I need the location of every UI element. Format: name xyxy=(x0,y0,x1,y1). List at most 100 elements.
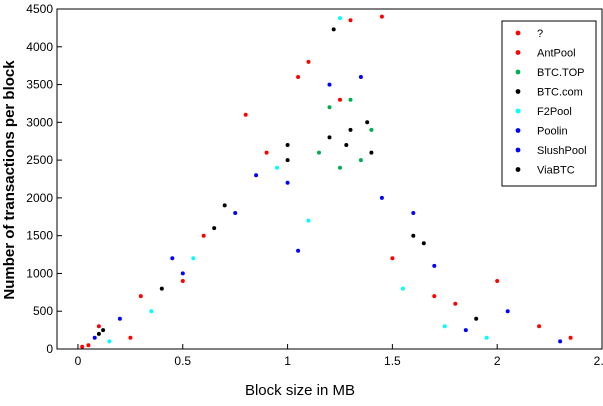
scatter-point xyxy=(149,309,154,314)
scatter-point xyxy=(117,316,122,321)
scatter-point xyxy=(331,27,336,32)
scatter-point xyxy=(432,294,437,299)
scatter-point xyxy=(201,233,206,238)
x-tick-label: 0 xyxy=(75,354,82,368)
scatter-point xyxy=(80,344,85,349)
scatter-point xyxy=(243,112,248,117)
scatter-point xyxy=(358,158,363,163)
scatter-point xyxy=(365,120,370,125)
plot-frame xyxy=(56,8,603,350)
scatter-point xyxy=(159,286,164,291)
y-tick-label: 0 xyxy=(46,342,53,356)
scatter-point xyxy=(421,241,426,246)
scatter-point xyxy=(101,328,106,333)
scatter-point xyxy=(411,211,416,215)
scatter-point xyxy=(432,263,437,268)
legend: ? AntPool BTC.TOP BTC.com F2Pool Poolin SlushP… xyxy=(501,20,597,187)
y-axis-title: Number of transactions per block xyxy=(1,60,18,300)
scatter-point xyxy=(379,14,384,19)
legend-marker xyxy=(515,128,521,133)
x-tick-label: 1 xyxy=(284,354,291,368)
scatter-point xyxy=(358,75,363,79)
legend-label: ViaBTC xyxy=(537,165,575,177)
y-tick-label: 3500 xyxy=(26,78,53,92)
scatter-point xyxy=(191,256,196,261)
y-tick-label: 1500 xyxy=(26,229,53,243)
scatter-point xyxy=(96,331,101,336)
scatter-point xyxy=(285,143,290,147)
scatter-point xyxy=(344,143,349,147)
legend-label: SlushPool xyxy=(537,145,587,157)
legend-marker xyxy=(515,50,521,55)
scatter-point xyxy=(306,59,311,64)
scatter-point xyxy=(212,226,217,231)
legend-marker xyxy=(515,69,521,75)
scatter-point xyxy=(390,256,395,261)
legend-marker xyxy=(515,30,521,36)
legend-marker xyxy=(515,108,521,114)
scatter-point xyxy=(254,173,259,178)
legend-marker xyxy=(515,167,521,172)
scatter-point xyxy=(285,158,290,163)
scatter-point xyxy=(264,150,269,155)
scatter-point xyxy=(285,180,290,185)
scatter-point xyxy=(442,324,447,329)
scatter-point xyxy=(568,335,573,340)
scatter-point xyxy=(505,309,510,314)
scatter-points xyxy=(80,14,573,349)
scatter-point xyxy=(180,271,185,276)
y-tick-label: 2500 xyxy=(26,153,53,167)
legend-label: ? xyxy=(537,28,543,40)
scatter-point xyxy=(296,75,301,79)
y-tick-label: 2000 xyxy=(26,191,53,205)
legend-label: BTC.TOP xyxy=(537,67,584,79)
scatter-point xyxy=(400,286,405,291)
y-tick-label: 3000 xyxy=(26,115,53,129)
x-tick-label: 2 xyxy=(494,354,501,368)
scatter-point xyxy=(306,218,311,223)
scatter-point xyxy=(558,339,563,344)
scatter-point xyxy=(411,233,416,238)
legend-label: AntPool xyxy=(537,48,576,60)
scatter-point xyxy=(348,18,353,23)
axis-ticks: 0 0.5 1 1.5 2 2.5 0 500 1000 1500 2000 2500 3000 3500… xyxy=(26,2,603,368)
scatter-point xyxy=(484,335,489,340)
scatter-point xyxy=(92,335,97,340)
scatter-point xyxy=(222,203,227,208)
y-tick-label: 500 xyxy=(33,304,53,318)
y-tick-label: 1000 xyxy=(26,266,53,280)
scatter-point xyxy=(170,256,175,261)
legend-marker xyxy=(515,147,521,153)
legend-label: BTC.com xyxy=(537,87,583,99)
scatter-point xyxy=(327,105,332,110)
scatter-point xyxy=(327,82,332,87)
scatter-point xyxy=(86,343,91,348)
scatter-point xyxy=(275,165,280,170)
y-tick-label: 4000 xyxy=(26,40,53,54)
scatter-point xyxy=(233,211,238,215)
legend-marker xyxy=(515,89,521,94)
scatter-point xyxy=(338,16,342,21)
legend-box xyxy=(501,20,597,187)
scatter-point xyxy=(180,279,185,283)
x-axis-title: Block size in MB xyxy=(245,382,355,399)
scatter-point xyxy=(369,150,374,155)
scatter-point xyxy=(338,165,342,170)
legend-label: F2Pool xyxy=(537,106,572,118)
scatter-point xyxy=(327,135,332,140)
x-tick-label: 2.5 xyxy=(594,354,603,368)
scatter-point xyxy=(495,279,500,283)
x-tick-label: 1.5 xyxy=(384,354,401,368)
legend-label: Poolin xyxy=(537,126,568,138)
scatter-point xyxy=(474,316,479,321)
x-tick-label: 0.5 xyxy=(174,354,191,368)
scatter-point xyxy=(453,301,458,306)
scatter-point xyxy=(338,97,342,102)
scatter-point xyxy=(369,127,374,132)
scatter-point xyxy=(96,324,101,329)
y-tick-label: 4500 xyxy=(26,2,53,16)
scatter-point xyxy=(107,339,112,344)
scatter-point xyxy=(317,150,321,155)
scatter-point xyxy=(348,97,353,102)
